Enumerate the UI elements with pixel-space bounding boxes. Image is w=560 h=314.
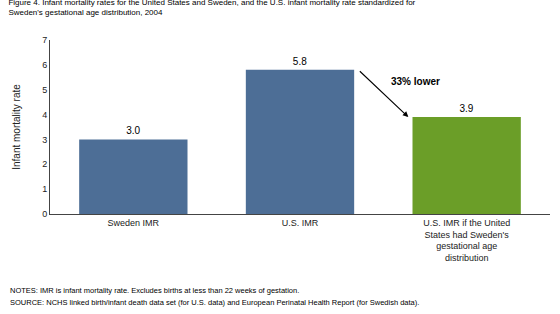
svg-text:1: 1 [42,184,47,194]
svg-text:Figure 4. Infant mortality rat: Figure 4. Infant mortality rates for the… [8,0,415,17]
svg-text:2: 2 [42,159,47,169]
svg-text:U.S. IMR if the UnitedStates h: U.S. IMR if the UnitedStates had Sweden'… [423,218,510,263]
svg-text:6: 6 [42,60,47,70]
svg-text:Infant mortality rate: Infant mortality rate [11,84,22,170]
svg-text:NOTES: IMR is infant mortality: NOTES: IMR is infant mortality rate. Exc… [10,286,299,295]
svg-text:3: 3 [42,135,47,145]
svg-text:Sweden IMR: Sweden IMR [108,218,160,228]
svg-text:5: 5 [42,85,47,95]
svg-text:4: 4 [42,110,47,120]
svg-text:3.0: 3.0 [126,125,140,136]
svg-text:3.9: 3.9 [459,103,473,114]
svg-text:SOURCE: NCHS linked birth/infa: SOURCE: NCHS linked birth/infant death d… [10,298,419,307]
svg-text:U.S. IMR: U.S. IMR [282,218,319,228]
svg-text:5.8: 5.8 [293,56,307,67]
svg-text:7: 7 [42,35,47,45]
svg-text:0: 0 [42,209,47,219]
svg-text:33% lower: 33% lower [391,76,440,87]
